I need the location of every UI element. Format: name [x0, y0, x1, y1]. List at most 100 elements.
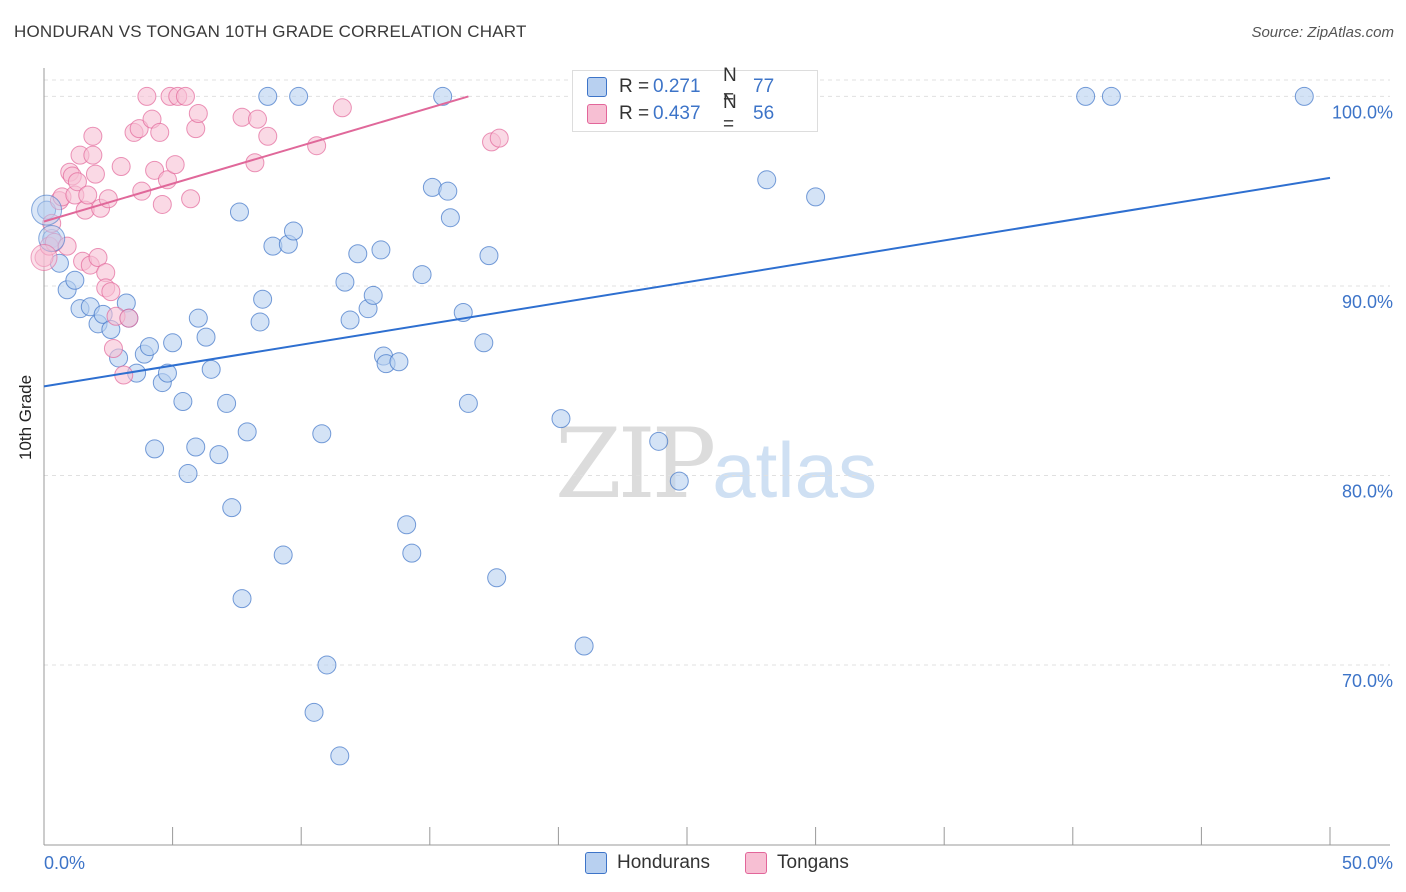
- tongan-point: [247, 109, 267, 129]
- honduran-point: [348, 244, 368, 264]
- honduran-point: [1101, 86, 1121, 106]
- legend-n-label: N =: [723, 65, 737, 108]
- tongan-point: [132, 181, 152, 201]
- tongan-point: [181, 189, 201, 209]
- honduran-point: [397, 515, 417, 535]
- honduran-point: [317, 655, 337, 675]
- honduran-point: [412, 265, 432, 285]
- legend-r-label: R =: [619, 76, 650, 97]
- honduran-point: [389, 352, 409, 372]
- honduran-point: [196, 327, 216, 347]
- tongan-point: [78, 185, 98, 205]
- honduran-point: [139, 337, 159, 357]
- honduran-point: [232, 589, 252, 609]
- tongan-point: [30, 244, 58, 272]
- tongans-label: Tongans: [777, 852, 849, 873]
- honduran-point: [209, 445, 229, 465]
- legend-r-label: R =: [619, 103, 650, 124]
- honduran-point: [201, 359, 221, 379]
- tongan-point: [489, 128, 509, 148]
- honduran-point: [163, 333, 183, 353]
- legend-n-value: 77: [753, 76, 775, 97]
- watermark-atlas: atlas: [712, 426, 877, 514]
- hondurans-swatch: [587, 77, 607, 97]
- watermark: ZIPatlas: [555, 408, 877, 520]
- honduran-point: [250, 312, 270, 332]
- honduran-point: [433, 86, 453, 106]
- chart-title: HONDURAN VS TONGAN 10TH GRADE CORRELATIO…: [14, 22, 527, 41]
- honduran-point: [188, 308, 208, 328]
- honduran-point: [65, 270, 85, 290]
- y-tick-label: 80.0%: [1342, 481, 1393, 501]
- tongan-point: [188, 103, 208, 123]
- honduran-point: [371, 240, 391, 260]
- watermark-zip: ZIP: [555, 408, 716, 520]
- legend-row-tongans: R = 0.437 N = 56: [587, 92, 775, 135]
- honduran-point: [335, 272, 355, 292]
- honduran-point: [340, 310, 360, 330]
- honduran-point: [222, 498, 242, 518]
- honduran-point: [258, 86, 278, 106]
- tongan-point: [119, 308, 139, 328]
- hondurans-swatch: [585, 852, 607, 874]
- honduran-point: [487, 568, 507, 588]
- honduran-point: [304, 702, 324, 722]
- tongan-point: [111, 157, 131, 177]
- honduran-point: [806, 187, 826, 207]
- tongan-trendline: [43, 95, 469, 223]
- legend-r-value: 0.271: [653, 76, 701, 97]
- x-tick-label: 50.0%: [1342, 853, 1393, 873]
- tongan-point: [165, 155, 185, 175]
- honduran-point: [479, 246, 499, 266]
- honduran-point: [186, 437, 206, 457]
- honduran-point: [474, 333, 494, 353]
- honduran-point: [253, 289, 273, 309]
- honduran-point: [157, 363, 177, 383]
- x-tick-label: 0.0%: [44, 853, 85, 873]
- tongans-swatch: [745, 852, 767, 874]
- honduran-point: [145, 439, 165, 459]
- y-tick-label: 90.0%: [1342, 292, 1393, 312]
- honduran-point: [1076, 86, 1096, 106]
- y-tick-label: 100.0%: [1332, 102, 1393, 122]
- honduran-point: [438, 181, 458, 201]
- tongan-point: [67, 172, 87, 192]
- tongan-point: [137, 86, 157, 106]
- tongans-swatch: [587, 104, 607, 124]
- honduran-point: [237, 422, 257, 442]
- honduran-point: [363, 285, 383, 305]
- tongan-point: [152, 194, 172, 214]
- honduran-point: [312, 424, 332, 444]
- honduran-point: [330, 746, 350, 766]
- honduran-point: [217, 393, 237, 413]
- y-axis-label: 10th Grade: [16, 374, 35, 460]
- correlation-legend: R = 0.271 N = 77 R = 0.437 N = 56: [572, 65, 818, 135]
- tongan-point: [307, 136, 327, 156]
- chart-source: Source: ZipAtlas.com: [1251, 24, 1394, 41]
- honduran-point: [551, 409, 571, 429]
- tongan-point: [103, 338, 123, 358]
- tongan-point: [258, 126, 278, 146]
- tongan-point: [150, 122, 170, 142]
- bottom-legend-tongans: Tongans: [745, 852, 849, 874]
- tongan-point: [85, 164, 105, 184]
- honduran-point: [757, 170, 777, 190]
- honduran-point: [173, 392, 193, 412]
- tongan-point: [332, 98, 352, 118]
- legend-n-value: 56: [753, 103, 775, 124]
- honduran-point: [283, 221, 303, 241]
- legend-row-hondurans: R = 0.271 N = 77: [587, 65, 775, 108]
- tongan-point: [101, 282, 121, 302]
- honduran-point: [574, 636, 594, 656]
- tongan-point: [83, 145, 103, 165]
- tongan-point: [88, 248, 108, 268]
- honduran-point: [458, 393, 478, 413]
- honduran-point: [669, 471, 689, 491]
- honduran-point: [178, 464, 198, 484]
- legend-r-value: 0.437: [653, 103, 701, 124]
- tongan-point: [175, 86, 195, 106]
- legend-n-label: N =: [723, 92, 737, 135]
- hondurans-label: Hondurans: [617, 852, 710, 873]
- honduran-point: [229, 202, 249, 222]
- tongan-point: [129, 119, 149, 139]
